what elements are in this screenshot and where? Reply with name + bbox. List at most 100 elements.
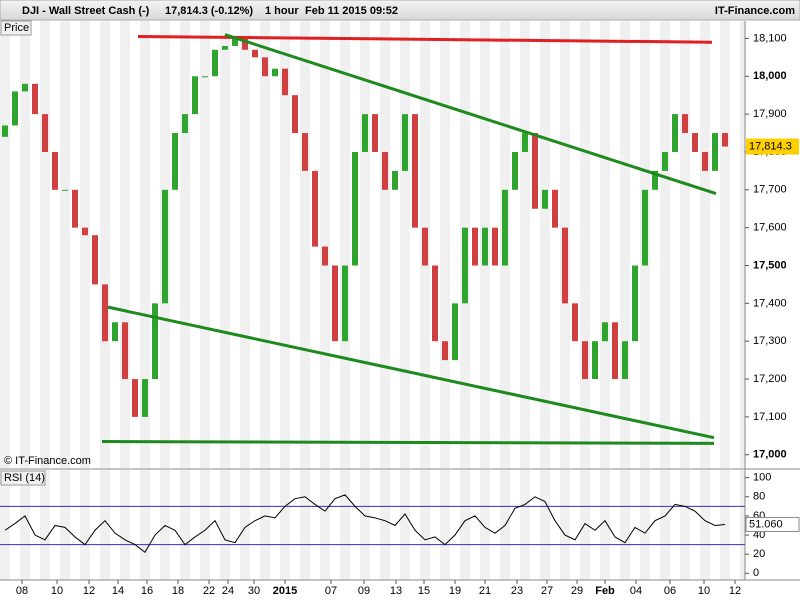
candle	[42, 114, 48, 152]
last-value-label: 51.060	[749, 518, 783, 530]
candle	[322, 246, 328, 266]
timestamp: Feb 11 2015 09:52	[305, 5, 398, 17]
y-tick-label: 18,000	[753, 70, 787, 82]
candle	[62, 189, 68, 191]
x-tick-label: 10	[51, 585, 63, 597]
candle	[592, 341, 598, 380]
candle	[102, 284, 108, 342]
trend-line	[101, 440, 715, 445]
y-tick-label: 17,700	[753, 184, 787, 196]
candle	[12, 91, 18, 126]
candle	[382, 151, 388, 190]
candle	[292, 95, 298, 134]
y-tick-label: 17,200	[753, 373, 787, 385]
y-tick-label: 17,400	[753, 297, 787, 309]
candle	[72, 189, 78, 228]
candle	[502, 189, 508, 266]
x-tick-label: Feb	[595, 585, 615, 597]
candle	[232, 38, 238, 46]
y-tick-label: 18,100	[753, 32, 787, 44]
x-tick-label: 27	[541, 585, 553, 597]
candle	[482, 227, 488, 266]
candle	[202, 76, 208, 78]
candle	[192, 76, 198, 115]
candle	[182, 114, 188, 134]
candle	[152, 303, 158, 380]
candle	[452, 303, 458, 361]
candle	[92, 235, 98, 285]
candle	[332, 265, 338, 342]
y-tick-label: 17,300	[753, 335, 787, 347]
candle	[632, 265, 638, 342]
last-price-label: 17,814.3	[749, 140, 792, 152]
candle	[682, 114, 688, 134]
x-tick-label: 19	[449, 585, 461, 597]
candle	[722, 133, 728, 147]
x-tick-label: 06	[664, 585, 676, 597]
last-value-box	[745, 516, 800, 532]
last-price-box	[746, 138, 799, 155]
candle	[262, 57, 268, 77]
candle	[82, 227, 88, 236]
x-tick-label: 08	[16, 585, 28, 597]
y-tick-label: 17,100	[753, 411, 787, 423]
candle	[622, 341, 628, 380]
y-tick-label: 80	[753, 491, 765, 503]
panel-label-box	[0, 20, 32, 36]
candle	[302, 133, 308, 171]
candle	[602, 322, 608, 342]
chart-title: DJI - Wall Street Cash (-)	[22, 5, 150, 17]
candle	[22, 83, 28, 92]
x-tick-label: 13	[390, 585, 402, 597]
panel-label: Price	[4, 22, 29, 34]
candle	[662, 151, 668, 171]
rsi-line	[4, 494, 726, 554]
candle	[702, 151, 708, 171]
x-tick-label: 04	[630, 585, 642, 597]
y-tick-label: 0	[753, 567, 759, 579]
candle	[462, 227, 468, 304]
x-tick-label: 09	[358, 585, 370, 597]
candle	[342, 265, 348, 342]
trend-line	[224, 33, 717, 196]
interval: 1 hour	[265, 5, 299, 17]
candle	[562, 227, 568, 304]
candle	[672, 114, 678, 152]
x-tick-label: 14	[112, 585, 124, 597]
candle	[2, 125, 8, 137]
candle	[422, 227, 428, 266]
candle	[692, 133, 698, 152]
candle	[32, 83, 38, 115]
y-tick-label: 100	[753, 472, 771, 484]
candle	[132, 379, 138, 417]
x-tick-label: 2015	[273, 585, 297, 597]
candle	[542, 189, 548, 209]
x-tick-label: 29	[571, 585, 583, 597]
candle	[372, 114, 378, 152]
quote: 17,814.3 (-0.12%)	[165, 5, 253, 17]
x-tick-label: 10	[698, 585, 710, 597]
candle	[412, 114, 418, 228]
x-tick-label: 21	[479, 585, 491, 597]
source: IT-Finance.com	[715, 5, 795, 17]
candle	[652, 170, 658, 190]
y-tick-label: 17,500	[753, 259, 787, 271]
candle	[212, 49, 218, 77]
candle	[122, 322, 128, 380]
candle	[242, 38, 248, 50]
candle	[572, 303, 578, 342]
y-tick-label: 17,600	[753, 222, 787, 234]
candle	[492, 227, 498, 266]
candle	[642, 189, 648, 266]
x-tick-label: 15	[418, 585, 430, 597]
candle	[432, 265, 438, 342]
candle	[712, 133, 718, 171]
candle	[402, 114, 408, 171]
x-tick-label: 23	[511, 585, 523, 597]
rsi-label-box	[0, 470, 46, 486]
header-bar	[0, 0, 800, 21]
candle	[162, 189, 168, 304]
y-tick-label: 17,000	[753, 449, 787, 461]
rsi-panel	[0, 470, 745, 580]
